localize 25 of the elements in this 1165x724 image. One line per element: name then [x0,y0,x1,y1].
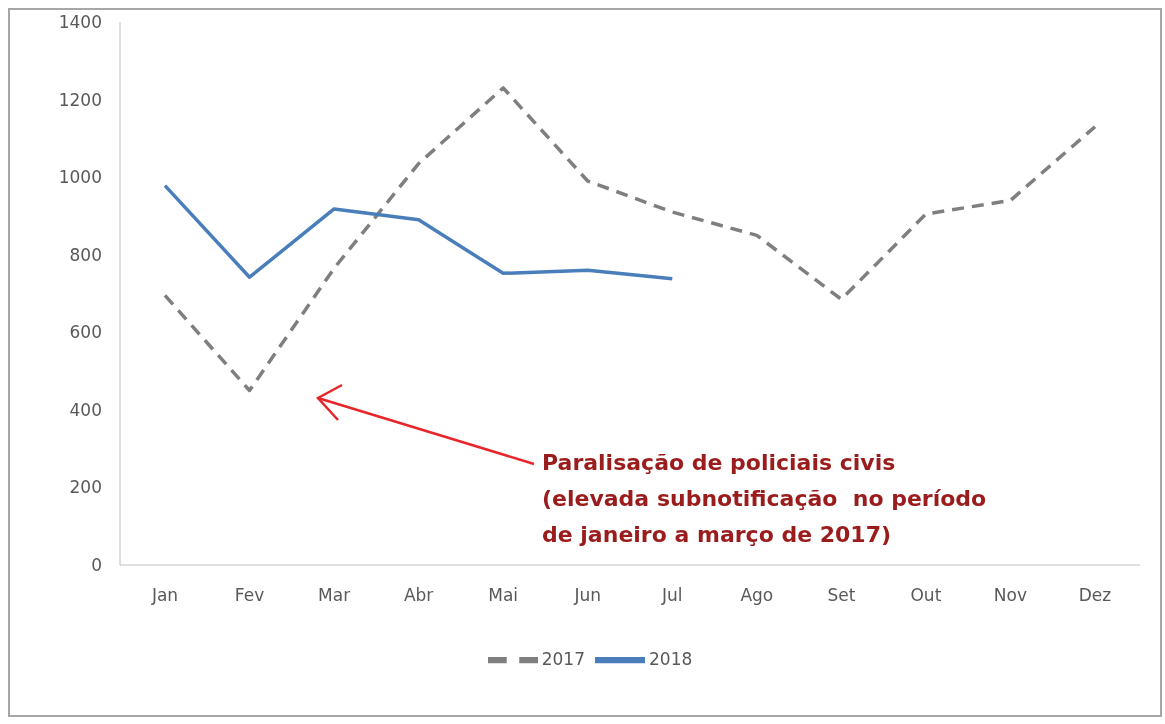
y-tick-label: 1400 [58,12,102,33]
x-tick-label: Ago [740,585,774,606]
x-tick-label: Out [910,585,942,606]
y-tick-label: 600 [69,322,102,343]
x-tick-label: Set [827,585,856,606]
x-tick-label: Jun [573,585,602,606]
annotation: Paralisação de policiais civis (elevada subnotificação no período de janeiro a março de 2017) [542,450,987,547]
x-tick-label: Mai [488,585,519,606]
line-series [163,86,1097,393]
x-tick-label: Dez [1078,585,1112,606]
line-series [163,183,675,281]
y-tick-label: 1200 [58,89,102,110]
y-tick-label: 1000 [58,167,102,188]
legend-label: 2018 [649,649,693,669]
x-tick-label: Abr [403,585,434,606]
legend-label: 2017 [541,649,585,669]
y-tick-label: 200 [69,477,102,498]
x-tick-label: Fev [234,585,265,606]
x-tick-label: Nov [993,585,1028,606]
y-tick-label: 0 [91,555,102,576]
y-tick-label: 800 [69,244,102,265]
x-tick-label: Jul [661,585,683,606]
x-tick-label: Jan [150,585,179,606]
y-tick-label: 400 [69,399,102,420]
x-tick-label: Mar [318,585,351,606]
